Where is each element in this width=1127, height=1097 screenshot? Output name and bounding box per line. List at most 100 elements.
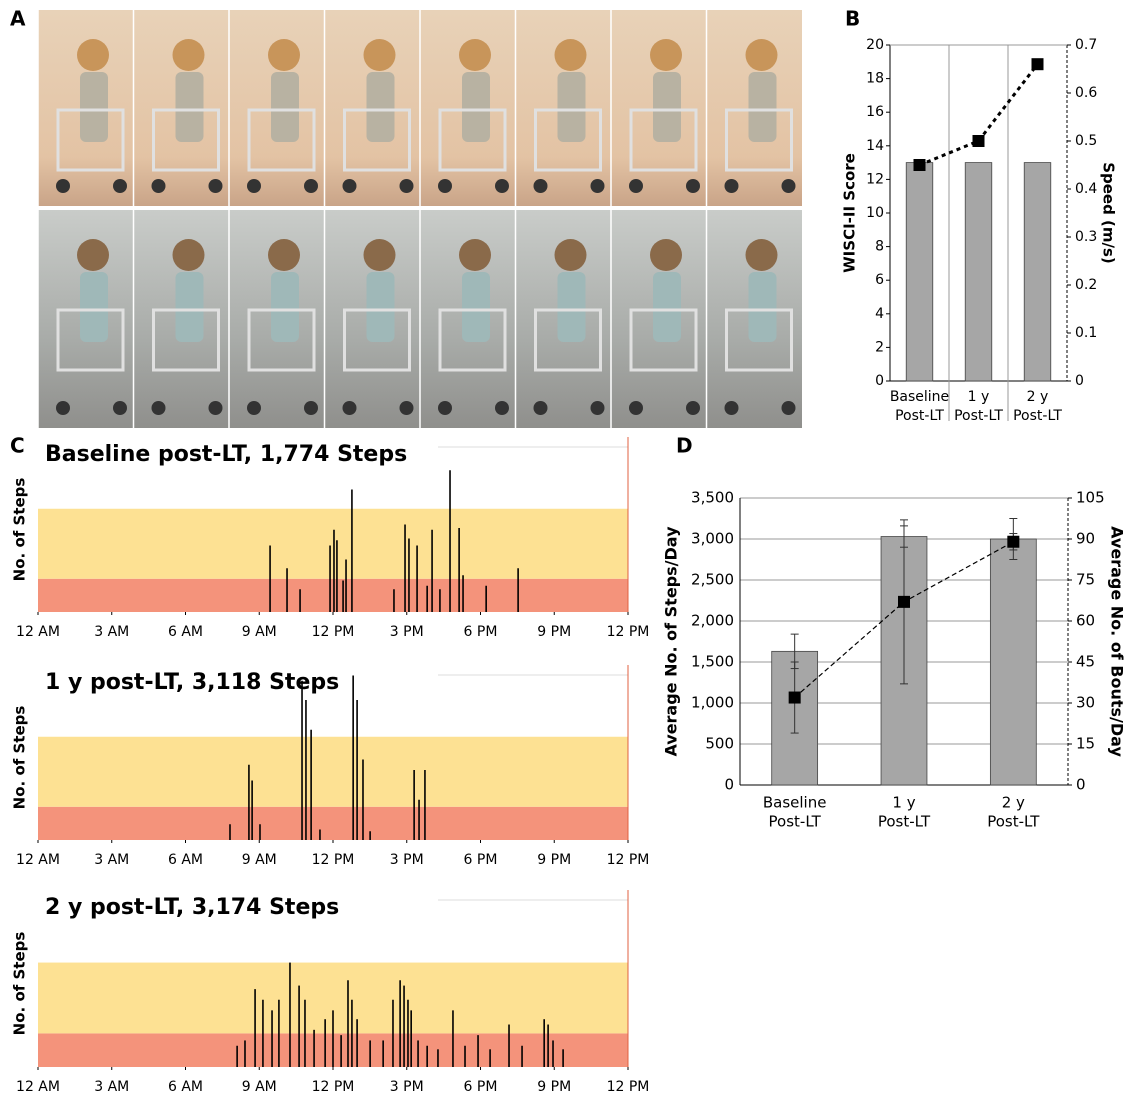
child-body — [366, 72, 395, 142]
spike — [336, 540, 338, 612]
wheel — [399, 401, 414, 415]
spike — [369, 1040, 371, 1067]
wheel — [304, 401, 318, 415]
y-tick-label: 14 — [866, 138, 884, 154]
child-body — [80, 272, 108, 342]
y-tick-label: 1,500 — [691, 653, 734, 671]
x-tick-label: 6 AM — [168, 624, 203, 640]
x-tick-label: 3 PM — [390, 1079, 424, 1095]
wheel — [399, 179, 414, 193]
y2-tick-label: 0 — [1075, 373, 1084, 389]
x-tick-label: 1 y — [892, 794, 915, 812]
y-tick-label: 20 — [866, 37, 884, 53]
y2-tick-label: 0.3 — [1075, 229, 1097, 245]
child-body — [271, 72, 299, 142]
x-tick-label: 3 AM — [94, 852, 129, 868]
child-head — [268, 239, 300, 271]
x-tick-label: 9 PM — [537, 852, 571, 868]
child-head — [650, 39, 682, 71]
walker — [247, 308, 316, 372]
bar — [905, 162, 934, 382]
wheel — [590, 179, 605, 193]
walker — [629, 308, 698, 372]
panel-label: D — [676, 434, 693, 458]
spike — [333, 529, 335, 612]
child-head — [459, 39, 491, 71]
spike — [417, 1040, 419, 1067]
y-tick-label: 3,500 — [691, 489, 734, 507]
wheel — [629, 401, 643, 415]
x-tick-label: 9 PM — [537, 624, 571, 640]
walker — [247, 108, 316, 172]
walker — [56, 308, 125, 372]
walker — [438, 108, 507, 172]
y-tick-label: 6 — [875, 272, 884, 288]
x-tick-label: 3 PM — [390, 852, 424, 868]
spike — [278, 999, 280, 1067]
x-tick-label: 6 AM — [168, 852, 203, 868]
child-head — [172, 39, 205, 71]
spike — [332, 1010, 334, 1067]
y2-tick-label: 0.5 — [1075, 133, 1097, 149]
y2-tick-label: 15 — [1076, 735, 1095, 753]
spike — [352, 675, 354, 840]
wheel — [438, 179, 452, 193]
chart-title: 1 y post-LT, 3,118 Steps — [45, 670, 339, 695]
spike — [340, 1035, 342, 1067]
walker — [343, 308, 411, 372]
spike — [437, 1049, 439, 1067]
x-tick-label: Post-LT — [878, 813, 931, 831]
spike — [304, 999, 306, 1067]
spike — [342, 580, 344, 612]
y2-tick-label: 60 — [1076, 612, 1095, 630]
y-tick-label: 2,000 — [691, 612, 734, 630]
spike — [410, 1010, 412, 1067]
x-tick-label: Baseline — [763, 794, 827, 812]
spike — [299, 589, 301, 612]
x-tick-label: Post-LT — [895, 408, 944, 424]
spike — [416, 545, 418, 612]
spike — [229, 824, 231, 840]
child-body — [653, 72, 681, 142]
spike — [305, 700, 307, 840]
x-tick-label: Baseline — [890, 389, 949, 405]
spike — [393, 589, 395, 612]
wheel — [438, 401, 452, 415]
y-tick-label: 8 — [875, 239, 884, 255]
spike — [313, 1029, 315, 1067]
walker — [343, 108, 411, 172]
child-head — [268, 39, 300, 71]
marker — [1031, 58, 1044, 71]
spike — [269, 545, 271, 612]
wheel — [495, 179, 509, 193]
x-tick-label: 12 PM — [607, 1079, 650, 1095]
wheel — [781, 401, 796, 415]
child-body — [175, 72, 204, 142]
spike — [404, 524, 406, 612]
spike — [244, 1040, 246, 1067]
child-body — [748, 72, 777, 142]
wheel — [56, 401, 70, 415]
spike — [547, 1024, 549, 1067]
child-body — [557, 72, 586, 142]
y-tick-label: 2,500 — [691, 571, 734, 589]
y-tick-label: 16 — [866, 104, 884, 120]
walker — [56, 108, 125, 172]
x-tick-label: 9 AM — [242, 852, 277, 868]
wheel — [151, 401, 166, 415]
bar — [964, 162, 993, 382]
spike — [521, 1045, 523, 1067]
spike — [254, 989, 256, 1067]
wheel — [151, 179, 166, 193]
x-tick-label: Post-LT — [987, 813, 1040, 831]
y-tick-label: 3,000 — [691, 530, 734, 548]
spike — [369, 831, 371, 840]
wheel — [686, 401, 700, 415]
wheel — [342, 179, 357, 193]
spike — [310, 729, 312, 840]
x-tick-label: Post-LT — [1013, 408, 1062, 424]
child-head — [650, 239, 682, 271]
spike — [347, 980, 349, 1067]
wheel — [781, 179, 796, 193]
spike — [392, 999, 394, 1067]
